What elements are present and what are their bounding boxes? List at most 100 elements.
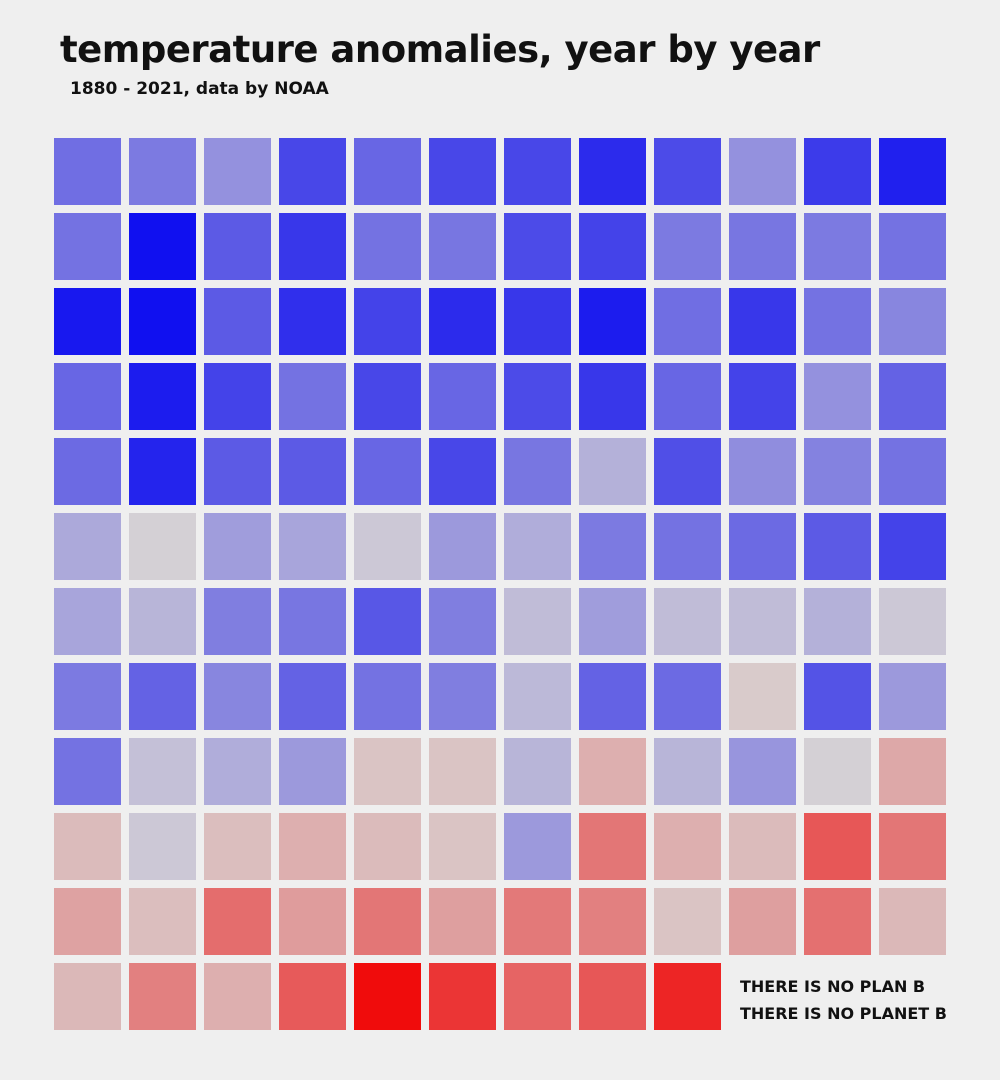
year-cell-1994 xyxy=(504,813,571,880)
note-planet-b: THERE IS NO PLANET B xyxy=(740,1004,947,1023)
year-cell-1888 xyxy=(654,138,721,205)
year-cell-1973 xyxy=(729,663,796,730)
year-cell-1916 xyxy=(54,363,121,430)
year-cell-1999 xyxy=(879,813,946,880)
year-cell-1969 xyxy=(429,663,496,730)
year-cell-1941 xyxy=(129,513,196,580)
year-cell-1963 xyxy=(879,588,946,655)
year-cell-1948 xyxy=(654,513,721,580)
year-cell-1908 xyxy=(354,288,421,355)
year-cell-2004 xyxy=(354,888,421,955)
year-cell-1982 xyxy=(504,738,571,805)
year-cell-1905 xyxy=(129,288,196,355)
year-cell-2013 xyxy=(129,963,196,1030)
year-cell-2001 xyxy=(129,888,196,955)
year-cell-1927 xyxy=(879,363,946,430)
year-cell-1959 xyxy=(579,588,646,655)
year-cell-1962 xyxy=(804,588,871,655)
year-cell-1930 xyxy=(204,438,271,505)
year-cell-1964 xyxy=(54,663,121,730)
year-cell-1886 xyxy=(504,138,571,205)
year-cell-1971 xyxy=(579,663,646,730)
year-cell-1911 xyxy=(579,288,646,355)
year-cell-1915 xyxy=(879,288,946,355)
year-cell-2007 xyxy=(579,888,646,955)
year-cell-1995 xyxy=(579,813,646,880)
year-cell-1997 xyxy=(729,813,796,880)
year-cell-1957 xyxy=(429,588,496,655)
year-cell-1902 xyxy=(804,213,871,280)
year-cell-1979 xyxy=(279,738,346,805)
year-cell-1970 xyxy=(504,663,571,730)
year-cell-1928 xyxy=(54,438,121,505)
year-cell-1991 xyxy=(279,813,346,880)
year-cell-1894 xyxy=(204,213,271,280)
year-cell-1960 xyxy=(654,588,721,655)
year-cell-1914 xyxy=(804,288,871,355)
year-cell-1897 xyxy=(429,213,496,280)
chart-subtitle: 1880 - 2021, data by NOAA xyxy=(70,79,329,99)
year-cell-2009 xyxy=(729,888,796,955)
year-cell-2020 xyxy=(654,963,721,1030)
year-cell-1990 xyxy=(204,813,271,880)
year-cell-1972 xyxy=(654,663,721,730)
year-cell-1881 xyxy=(129,138,196,205)
year-cell-1981 xyxy=(429,738,496,805)
year-cell-1983 xyxy=(579,738,646,805)
year-cell-1920 xyxy=(354,363,421,430)
year-cell-1949 xyxy=(729,513,796,580)
year-cell-2017 xyxy=(429,963,496,1030)
note-plan-b: THERE IS NO PLAN B xyxy=(740,977,925,996)
year-cell-1903 xyxy=(879,213,946,280)
year-cell-1882 xyxy=(204,138,271,205)
year-cell-1892 xyxy=(54,213,121,280)
year-cell-1904 xyxy=(54,288,121,355)
year-cell-1900 xyxy=(654,213,721,280)
year-cell-1967 xyxy=(279,663,346,730)
year-cell-1898 xyxy=(504,213,571,280)
year-cell-1937 xyxy=(729,438,796,505)
year-cell-1961 xyxy=(729,588,796,655)
year-cell-2010 xyxy=(804,888,871,955)
year-cell-1998 xyxy=(804,813,871,880)
year-cell-1934 xyxy=(504,438,571,505)
year-cell-1896 xyxy=(354,213,421,280)
year-cell-2015 xyxy=(279,963,346,1030)
year-cell-1921 xyxy=(429,363,496,430)
year-cell-1924 xyxy=(654,363,721,430)
year-cell-1884 xyxy=(354,138,421,205)
year-cell-1966 xyxy=(204,663,271,730)
year-cell-1976 xyxy=(54,738,121,805)
year-cell-2011 xyxy=(879,888,946,955)
year-cell-1893 xyxy=(129,213,196,280)
year-cell-1933 xyxy=(429,438,496,505)
year-cell-1946 xyxy=(504,513,571,580)
year-cell-1935 xyxy=(579,438,646,505)
chart-title: temperature anomalies, year by year xyxy=(60,28,820,71)
year-cell-1953 xyxy=(129,588,196,655)
year-cell-2014 xyxy=(204,963,271,1030)
year-cell-1988 xyxy=(54,813,121,880)
year-cell-1922 xyxy=(504,363,571,430)
year-cell-1887 xyxy=(579,138,646,205)
year-cell-1996 xyxy=(654,813,721,880)
year-cell-2018 xyxy=(504,963,571,1030)
year-cell-1951 xyxy=(879,513,946,580)
year-cell-1936 xyxy=(654,438,721,505)
year-cell-1986 xyxy=(804,738,871,805)
year-cell-1891 xyxy=(879,138,946,205)
year-cell-1912 xyxy=(654,288,721,355)
year-cell-1925 xyxy=(729,363,796,430)
year-cell-1890 xyxy=(804,138,871,205)
year-cell-1932 xyxy=(354,438,421,505)
year-cell-1931 xyxy=(279,438,346,505)
year-cell-1950 xyxy=(804,513,871,580)
year-cell-2005 xyxy=(429,888,496,955)
year-cell-1919 xyxy=(279,363,346,430)
year-cell-1895 xyxy=(279,213,346,280)
year-cell-2019 xyxy=(579,963,646,1030)
year-cell-1965 xyxy=(129,663,196,730)
year-cell-2003 xyxy=(279,888,346,955)
year-cell-1989 xyxy=(129,813,196,880)
year-cell-2016 xyxy=(354,963,421,1030)
